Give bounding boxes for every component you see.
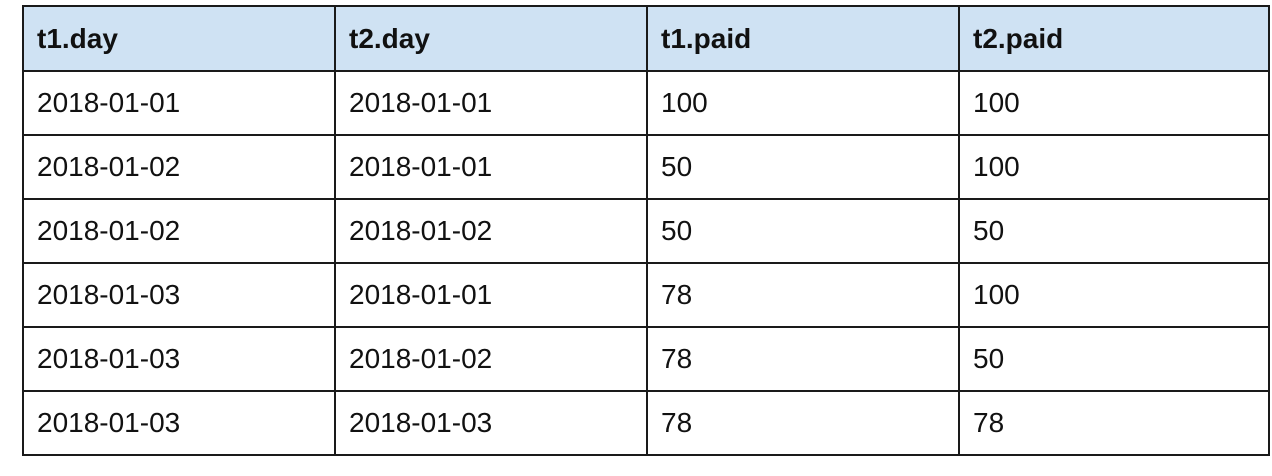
cell-t2-paid: 50 (958, 326, 1270, 392)
header-row: t1.day t2.day t1.paid t2.paid (22, 5, 1270, 72)
cell-t2-day: 2018-01-01 (334, 134, 648, 200)
cell-t2-paid: 78 (958, 390, 1270, 456)
cell-t1-day: 2018-01-01 (22, 70, 336, 136)
cell-t1-day: 2018-01-02 (22, 198, 336, 264)
table-row: 2018-01-02 2018-01-01 50 100 (22, 134, 1270, 200)
cell-t2-paid: 50 (958, 198, 1270, 264)
cell-t2-day: 2018-01-03 (334, 390, 648, 456)
cell-t2-day: 2018-01-01 (334, 262, 648, 328)
cell-t2-day: 2018-01-02 (334, 198, 648, 264)
table-row: 2018-01-01 2018-01-01 100 100 (22, 70, 1270, 136)
cell-t2-paid: 100 (958, 262, 1270, 328)
table-row: 2018-01-02 2018-01-02 50 50 (22, 198, 1270, 264)
table-row: 2018-01-03 2018-01-03 78 78 (22, 390, 1270, 456)
cell-t1-paid: 78 (646, 390, 960, 456)
column-header-t2-day: t2.day (334, 5, 648, 72)
cell-t2-paid: 100 (958, 70, 1270, 136)
cell-t1-day: 2018-01-03 (22, 262, 336, 328)
cell-t2-day: 2018-01-02 (334, 326, 648, 392)
cell-t2-day: 2018-01-01 (334, 70, 648, 136)
cell-t1-paid: 78 (646, 262, 960, 328)
column-header-t1-day: t1.day (22, 5, 336, 72)
cell-t1-day: 2018-01-03 (22, 326, 336, 392)
join-result-table: t1.day t2.day t1.paid t2.paid 2018-01-01… (22, 5, 1270, 456)
cell-t1-day: 2018-01-02 (22, 134, 336, 200)
column-header-t1-paid: t1.paid (646, 5, 960, 72)
join-result-table-container: t1.day t2.day t1.paid t2.paid 2018-01-01… (22, 5, 1270, 456)
cell-t1-day: 2018-01-03 (22, 390, 336, 456)
cell-t1-paid: 50 (646, 134, 960, 200)
table-row: 2018-01-03 2018-01-02 78 50 (22, 326, 1270, 392)
cell-t1-paid: 100 (646, 70, 960, 136)
cell-t1-paid: 78 (646, 326, 960, 392)
table-row: 2018-01-03 2018-01-01 78 100 (22, 262, 1270, 328)
cell-t1-paid: 50 (646, 198, 960, 264)
cell-t2-paid: 100 (958, 134, 1270, 200)
column-header-t2-paid: t2.paid (958, 5, 1270, 72)
